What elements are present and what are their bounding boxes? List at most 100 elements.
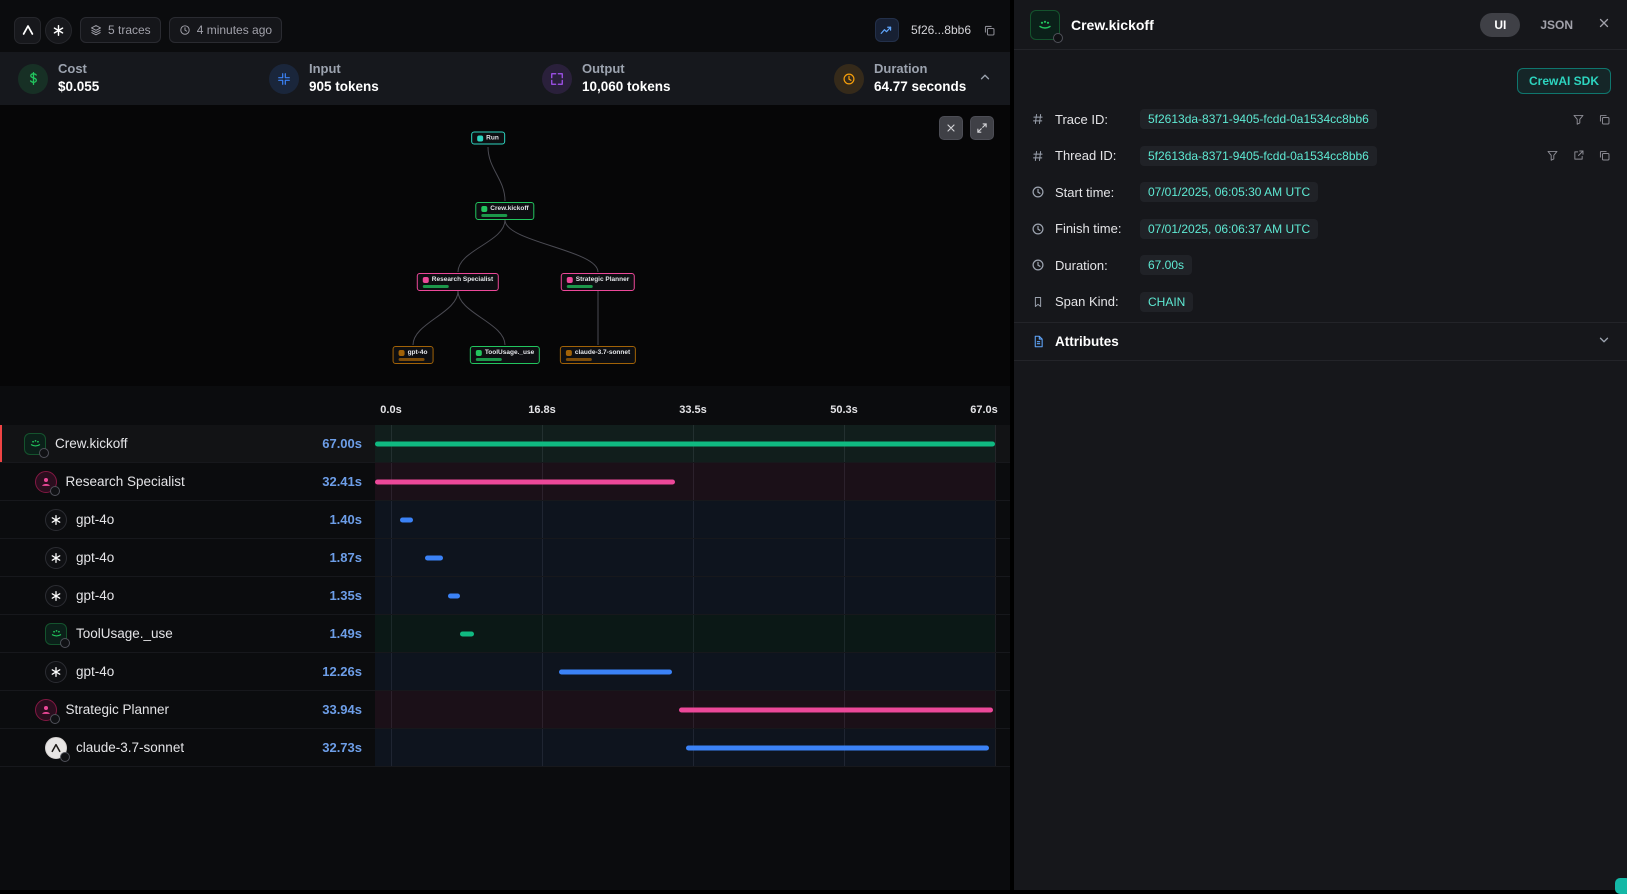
node-type-icon xyxy=(476,350,482,356)
axis-tick: 16.8s xyxy=(528,404,556,416)
span-duration: 32.41s xyxy=(322,474,375,489)
stat-output: Output10,060 tokens xyxy=(542,61,834,95)
node-status xyxy=(566,358,592,361)
node-status xyxy=(476,358,502,361)
sdk-badge: CrewAI SDK xyxy=(1517,68,1611,94)
traces-count-badge[interactable]: 5 traces xyxy=(80,17,161,43)
span-name: Research Specialist xyxy=(66,474,185,489)
stat-value: 64.77 seconds xyxy=(874,78,966,96)
stat-cost: Cost$0.055 xyxy=(18,61,269,95)
span-name: gpt-4o xyxy=(76,550,114,565)
copy-icon[interactable] xyxy=(1598,113,1611,126)
timeline-row[interactable]: gpt-4o 1.35s xyxy=(0,577,1010,615)
filter-icon[interactable] xyxy=(1572,113,1585,126)
chart-icon[interactable] xyxy=(875,18,899,42)
timeline-row[interactable]: Research Specialist 32.41s xyxy=(0,463,1010,501)
span-name: ToolUsage._use xyxy=(76,626,173,641)
detail-row: Start time: 07/01/2025, 06:05:30 AM UTC xyxy=(1014,174,1627,211)
span-name: gpt-4o xyxy=(76,664,114,679)
duration-track xyxy=(375,463,995,500)
detail-label: Finish time: xyxy=(1055,221,1131,236)
span-name: gpt-4o xyxy=(76,588,114,603)
copy-icon[interactable] xyxy=(1598,149,1611,162)
timeline-rows: Crew.kickoff67.00s Research Specialist 32.… xyxy=(0,425,1010,767)
hash-icon xyxy=(1030,150,1046,162)
node-type-icon xyxy=(567,277,573,283)
anthropic-icon xyxy=(45,737,67,759)
node-status xyxy=(399,358,425,361)
timeline-row[interactable]: gpt-4o 12.26s xyxy=(0,653,1010,691)
copy-icon[interactable] xyxy=(983,24,996,37)
tab-json[interactable]: JSON xyxy=(1531,13,1582,37)
span-detail-panel: Crew.kickoff UI JSON CrewAI SDK Trace ID… xyxy=(1014,0,1627,890)
graph-node[interactable]: Strategic Planner xyxy=(561,273,635,291)
span-name: claude-3.7-sonnet xyxy=(76,740,184,755)
close-panel-icon[interactable] xyxy=(1597,16,1611,33)
timeline-row[interactable]: ToolUsage._use1.49s xyxy=(0,615,1010,653)
duration-track xyxy=(375,425,995,462)
openai-icon xyxy=(45,585,67,607)
openai-icon xyxy=(45,509,67,531)
graph-node[interactable]: ToolUsage._use xyxy=(470,346,540,364)
openai-icon xyxy=(45,661,67,683)
span-name: Strategic Planner xyxy=(66,702,170,717)
detail-value: 67.00s xyxy=(1140,255,1192,275)
node-type-icon xyxy=(566,350,572,356)
node-type-icon xyxy=(423,277,429,283)
span-duration: 32.73s xyxy=(322,740,375,755)
trace-age-label: 4 minutes ago xyxy=(197,23,272,37)
stat-input: Input905 tokens xyxy=(269,61,542,95)
detail-label: Start time: xyxy=(1055,185,1131,200)
stat-value: 10,060 tokens xyxy=(582,78,671,96)
anthropic-logo-icon xyxy=(14,17,41,44)
filter-icon[interactable] xyxy=(1546,149,1559,162)
compress-icon xyxy=(269,64,299,94)
dollar-icon xyxy=(18,64,48,94)
instrumentation-badge-icon xyxy=(39,448,49,458)
graph-node[interactable]: Crew.kickoff xyxy=(475,202,534,220)
file-icon xyxy=(1030,335,1046,348)
node-type-icon xyxy=(399,350,405,356)
collapse-stats-icon[interactable] xyxy=(978,70,992,87)
timeline-row[interactable]: Crew.kickoff67.00s xyxy=(0,425,1010,463)
tab-ui[interactable]: UI xyxy=(1480,13,1520,37)
axis-tick: 50.3s xyxy=(830,404,858,416)
timeline-row[interactable]: gpt-4o1.87s xyxy=(0,539,1010,577)
node-status xyxy=(423,285,449,288)
duration-bar xyxy=(679,707,993,712)
graph-node[interactable]: claude-3.7-sonnet xyxy=(560,346,636,364)
sdk-row: CrewAI SDK xyxy=(1014,62,1627,100)
node-label: Research Specialist xyxy=(432,276,493,283)
external-link-icon[interactable] xyxy=(1572,149,1585,162)
timeline-row[interactable]: gpt-4o1.40s xyxy=(0,501,1010,539)
expand-graph-button[interactable] xyxy=(970,116,994,140)
expand-arrows-icon xyxy=(542,64,572,94)
crewai-icon xyxy=(45,623,67,645)
detail-label: Duration: xyxy=(1055,258,1131,273)
stat-label: Cost xyxy=(58,61,99,78)
axis-tick: 67.0s xyxy=(970,404,998,416)
graph-node[interactable]: Run xyxy=(471,132,505,145)
detail-value: 07/01/2025, 06:05:30 AM UTC xyxy=(1140,182,1318,202)
timeline-row[interactable]: claude-3.7-sonnet 32.73s xyxy=(0,729,1010,767)
stat-label: Output xyxy=(582,61,671,78)
detail-row: Duration: 67.00s xyxy=(1014,247,1627,284)
close-graph-button[interactable] xyxy=(939,116,963,140)
detail-value: CHAIN xyxy=(1140,292,1193,312)
detail-label: Span Kind: xyxy=(1055,294,1131,309)
openai-icon xyxy=(45,547,67,569)
graph-node[interactable]: Research Specialist xyxy=(417,273,499,291)
stat-duration: Duration64.77 seconds xyxy=(834,61,966,95)
attributes-section[interactable]: Attributes xyxy=(1014,322,1627,361)
span-duration: 12.26s xyxy=(322,664,375,679)
duration-bar xyxy=(375,479,675,484)
node-status xyxy=(567,285,593,288)
duration-track xyxy=(375,539,995,576)
detail-row: Thread ID:5f2613da-8371-9405-fcdd-0a1534… xyxy=(1014,138,1627,175)
corner-accent[interactable] xyxy=(1615,878,1627,894)
graph-node[interactable]: gpt-4o xyxy=(393,346,434,364)
timeline-row[interactable]: Strategic Planner33.94s xyxy=(0,691,1010,729)
span-duration: 1.35s xyxy=(329,588,375,603)
trace-short-id: 5f26...8bb6 xyxy=(911,23,971,37)
node-type-icon xyxy=(481,206,487,212)
